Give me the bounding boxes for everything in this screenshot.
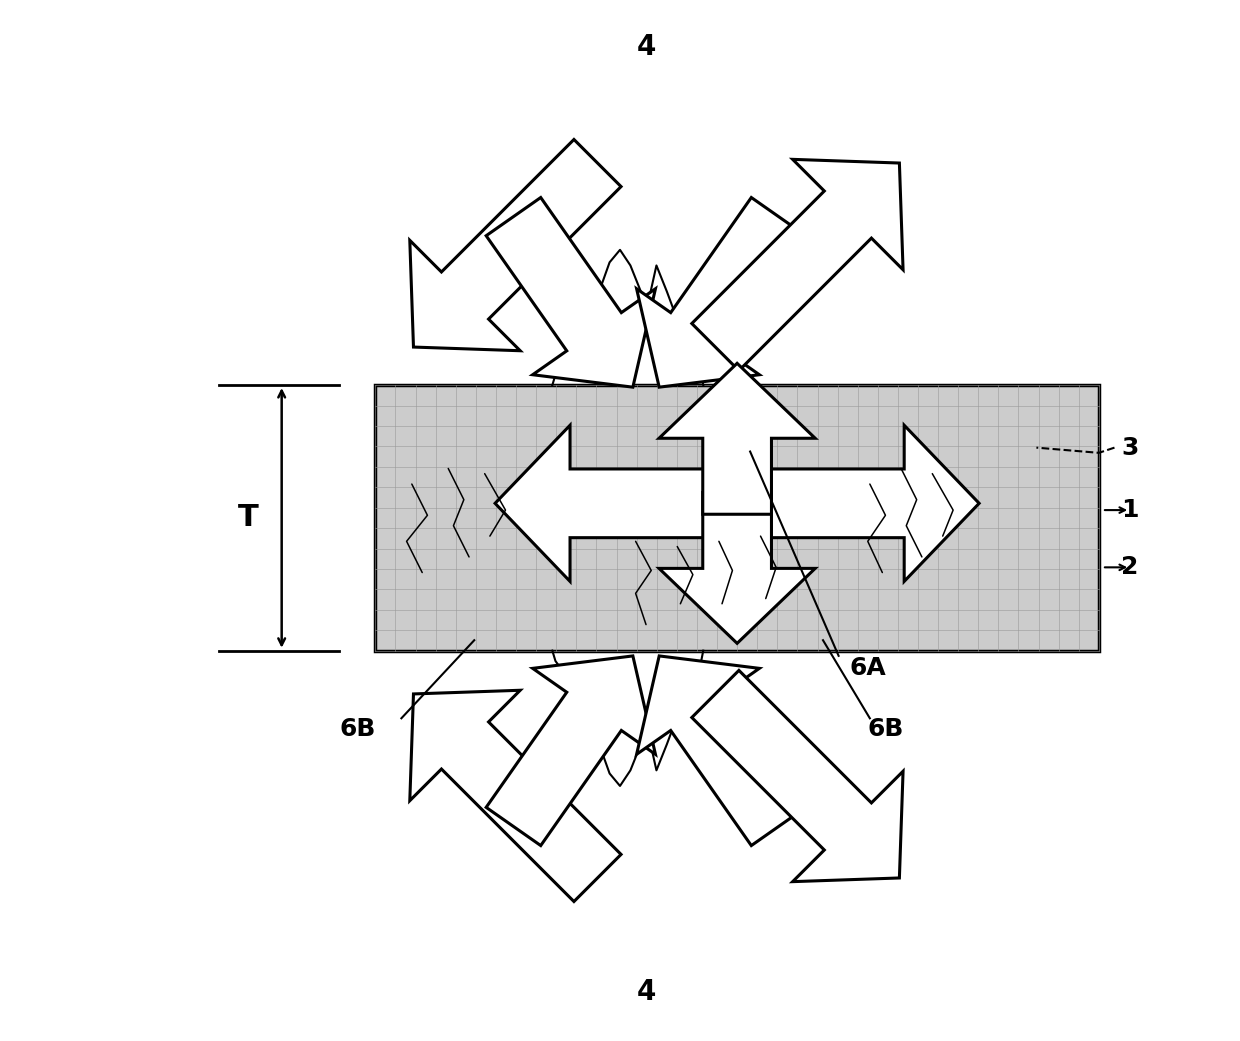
Text: 6A: 6A [849, 656, 885, 681]
Polygon shape [409, 690, 621, 902]
Text: 6B: 6B [340, 716, 376, 741]
Text: 4: 4 [636, 33, 656, 60]
Polygon shape [714, 426, 980, 581]
Text: 1: 1 [1121, 498, 1138, 523]
Polygon shape [636, 198, 806, 387]
Polygon shape [658, 363, 815, 514]
Polygon shape [692, 670, 903, 882]
Text: 3: 3 [1121, 435, 1138, 460]
Polygon shape [636, 656, 806, 845]
Text: T: T [238, 504, 259, 532]
Polygon shape [658, 492, 815, 643]
Polygon shape [409, 139, 621, 351]
Polygon shape [692, 159, 903, 371]
Text: 4: 4 [636, 979, 656, 1006]
Text: 6B: 6B [867, 716, 904, 741]
Bar [376, 385, 1099, 651]
Polygon shape [495, 426, 760, 581]
Polygon shape [486, 198, 656, 387]
Polygon shape [486, 656, 656, 845]
Text: 2: 2 [1121, 555, 1138, 580]
